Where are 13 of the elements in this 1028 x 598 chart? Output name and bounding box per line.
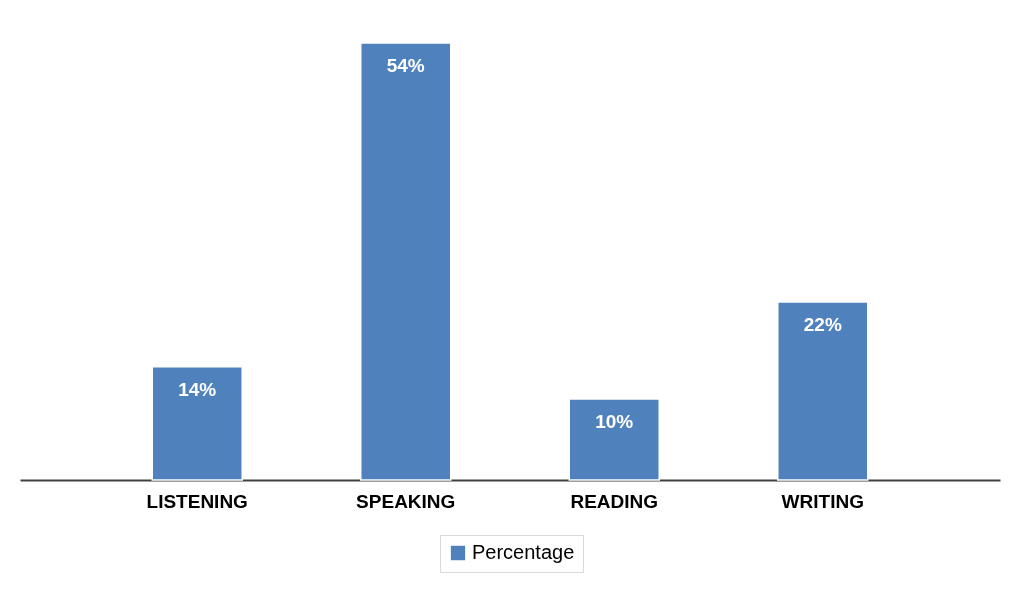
data-label: 14% (178, 378, 217, 400)
legend-label: Percentage (472, 541, 575, 563)
x-tick-label: READING (570, 490, 659, 512)
bar (151, 365, 243, 481)
x-tick-label: LISTENING (146, 490, 248, 512)
bar (568, 398, 661, 481)
x-tick-label: SPEAKING (356, 490, 456, 512)
data-label: 10% (595, 411, 634, 433)
data-label: 22% (803, 314, 842, 335)
data-label: 54% (386, 55, 425, 77)
bar (359, 42, 452, 481)
x-tick-label: WRITING (781, 490, 864, 512)
bar (777, 301, 869, 481)
